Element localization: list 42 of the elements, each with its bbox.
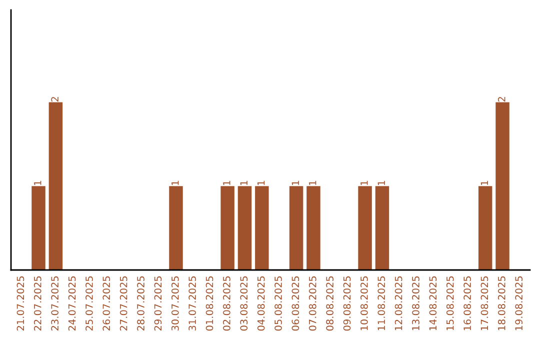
x-tick-label: 04.08.2025 xyxy=(257,276,265,331)
x-tick-label: 28.07.2025 xyxy=(137,276,144,331)
x-tick-label: 27.07.2025 xyxy=(120,276,128,331)
x-tick-label: 31.07.2025 xyxy=(188,276,196,330)
x-tick-label: 13.08.2025 xyxy=(412,276,420,330)
x-tick-label: 17.08.2025 xyxy=(480,276,488,330)
x-tick-label: 02.08.2025 xyxy=(223,276,230,331)
x-tick-label: 29.07.2025 xyxy=(154,276,162,331)
x-tick-label: 05.08.2025 xyxy=(274,276,282,331)
x-tick-label: 22.07.2025 xyxy=(34,276,42,331)
x-tick-label: 10.08.2025 xyxy=(360,276,368,330)
x-tick-label: 21.07.2025 xyxy=(16,276,24,331)
x-tick-label: 16.08.2025 xyxy=(464,276,471,330)
data-label: 1 xyxy=(309,180,316,186)
data-label: 1 xyxy=(480,180,488,186)
x-tick-label: 25.07.2025 xyxy=(86,276,93,331)
data-label: 1 xyxy=(258,180,265,186)
data-label: 1 xyxy=(292,180,299,186)
x-tick-label: 01.08.2025 xyxy=(206,276,214,331)
x-tick-label: 06.08.2025 xyxy=(292,276,300,331)
x-tick-label: 19.08.2025 xyxy=(515,276,523,330)
data-label: 1 xyxy=(378,180,385,186)
data-label: 1 xyxy=(223,180,230,186)
data-label: 2 xyxy=(498,97,506,102)
data-label: 1 xyxy=(360,180,368,186)
data-label: 1 xyxy=(240,180,248,186)
x-tick-label: 26.07.2025 xyxy=(102,276,110,331)
x-tick-label: 11.08.2025 xyxy=(378,276,386,330)
x-tick-label: 15.08.2025 xyxy=(446,276,454,330)
data-label: 1 xyxy=(34,180,42,186)
x-tick-label: 23.07.2025 xyxy=(51,276,59,331)
x-tick-label: 03.08.2025 xyxy=(240,276,248,331)
x-tick-label: 18.08.2025 xyxy=(498,276,506,330)
x-tick-label: 07.08.2025 xyxy=(308,276,316,331)
x-tick-label: 30.07.2025 xyxy=(171,276,179,330)
x-tick-label: 12.08.2025 xyxy=(394,276,402,330)
x-tick-label: 14.08.2025 xyxy=(429,276,437,330)
x-tick-label: 09.08.2025 xyxy=(343,276,351,331)
x-tick-label: 24.07.2025 xyxy=(68,276,76,331)
data-label: 2 xyxy=(51,97,58,102)
x-tick-label: 08.08.2025 xyxy=(326,276,334,331)
data-label: 1 xyxy=(172,180,179,186)
